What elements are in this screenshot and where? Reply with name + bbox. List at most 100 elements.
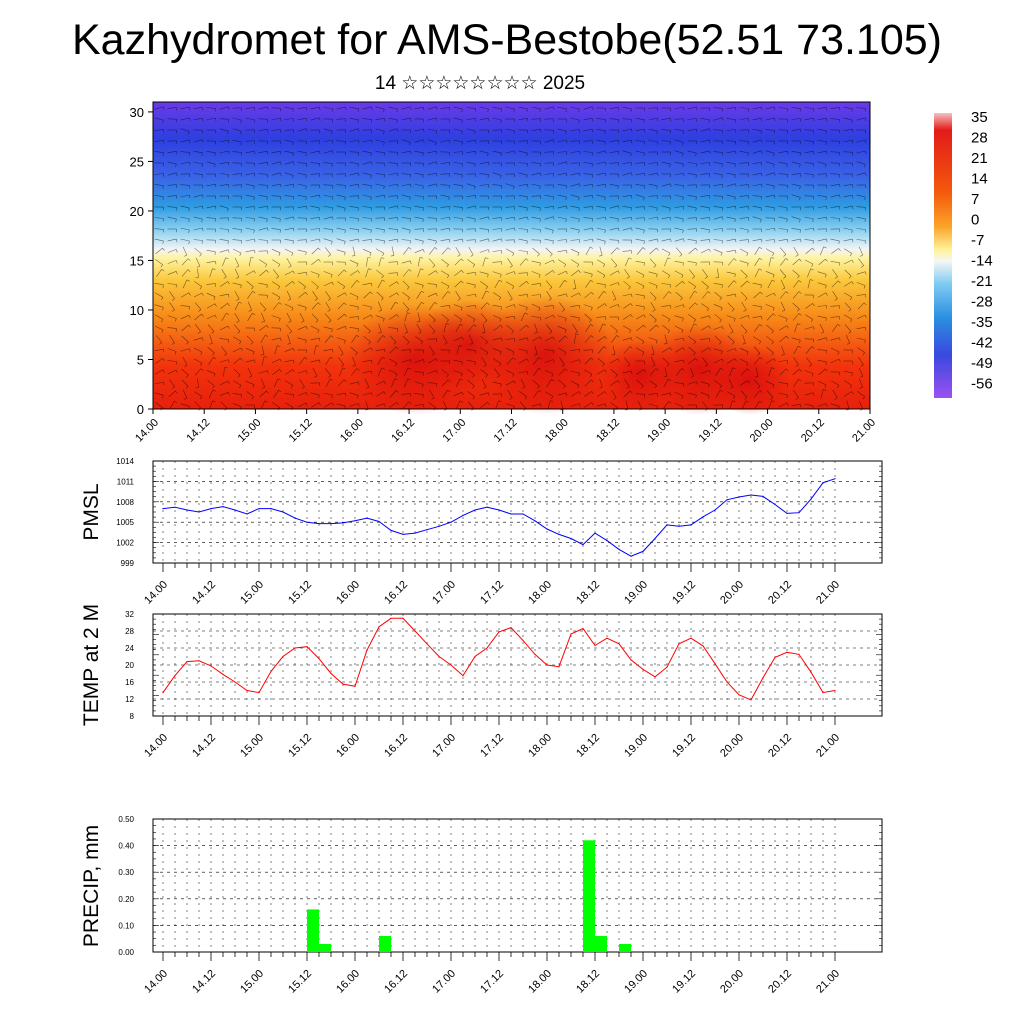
wind-barb-flag (378, 309, 382, 312)
wind-barb (676, 368, 682, 376)
wind-barb (857, 391, 865, 397)
wind-barb (675, 347, 683, 353)
wind-barb-flag (488, 162, 490, 166)
data-point (330, 672, 332, 675)
x-tick-label: 14.00 (142, 732, 170, 760)
wind-barb (167, 327, 177, 329)
wind-barb (767, 279, 773, 289)
wind-barb (453, 151, 463, 153)
wind-barb-flag (449, 162, 451, 166)
wind-barb (388, 228, 398, 230)
wind-barb (427, 106, 437, 110)
wind-barb-flag (579, 359, 581, 363)
wind-barb (700, 162, 710, 164)
wind-barb (830, 403, 840, 407)
colorbar-label: 21 (971, 150, 988, 167)
wind-barb-flag (771, 352, 774, 356)
wind-barb (297, 107, 307, 109)
wind-barb (167, 184, 177, 186)
wind-barb (337, 379, 345, 387)
x-tick-label: 14.00 (133, 417, 161, 445)
wind-barb (557, 315, 567, 319)
wind-barb (193, 239, 203, 241)
wind-barb (167, 360, 177, 362)
wind-barb-flag (461, 141, 463, 145)
wind-barb-flag (254, 250, 256, 254)
wind-barb (544, 359, 554, 363)
wind-barb-flag (825, 317, 827, 321)
wind-barb-flag (656, 274, 658, 278)
wind-barb (323, 195, 333, 197)
wind-barb (662, 325, 670, 331)
wind-barb (584, 335, 592, 343)
wind-barb (856, 314, 866, 320)
wind-barb (453, 370, 463, 374)
wind-barb-flag (604, 391, 607, 395)
wind-barb-flag (540, 283, 542, 287)
wind-barb (297, 304, 307, 308)
wind-barb-flag (758, 341, 762, 345)
wind-barb (273, 390, 279, 398)
wind-barb-flag (396, 402, 399, 406)
wind-barb-flag (171, 298, 175, 301)
wind-barb (362, 161, 372, 165)
wind-barb-flag (617, 185, 619, 189)
wind-barb-flag (332, 150, 334, 154)
wind-barb-flag (407, 367, 411, 370)
wind-barb-flag (279, 369, 282, 373)
wind-barb (467, 391, 475, 397)
wind-barb-flag (200, 368, 204, 372)
wind-barb (193, 151, 203, 153)
wind-barb (336, 194, 346, 198)
wind-barb-flag (278, 389, 282, 393)
wind-barb-flag (498, 400, 502, 403)
wind-barb (531, 336, 541, 342)
wind-barb-flag (356, 296, 359, 300)
wind-barb (208, 357, 214, 365)
wind-barb (416, 323, 422, 333)
wind-barb (635, 140, 645, 142)
wind-barb-flag (719, 319, 722, 323)
wind-barb (466, 107, 476, 109)
wind-barb (167, 206, 177, 208)
wind-barb-flag (761, 150, 763, 154)
wind-barb (700, 338, 710, 340)
wind-barb (807, 279, 811, 289)
wind-barb (312, 291, 318, 299)
wind-barb-flag (668, 291, 672, 294)
wind-barb-flag (631, 128, 633, 133)
wind-barb-flag (418, 331, 422, 334)
wind-barb (583, 151, 593, 153)
wind-barb (323, 392, 333, 396)
wind-barb (531, 106, 541, 110)
wind-barb (570, 117, 580, 121)
wind-barb (674, 382, 684, 384)
wind-barb (793, 357, 799, 365)
x-tick-label: 16.00 (334, 579, 362, 607)
wind-barb-flag (383, 186, 385, 190)
wind-barb (284, 139, 294, 143)
wind-barb (454, 270, 462, 276)
wind-barb-flag (214, 303, 217, 307)
wind-barb (167, 260, 177, 264)
wind-barb (585, 324, 591, 332)
wind-barb-flag (786, 219, 788, 223)
wind-barb (401, 183, 411, 187)
wind-barb (194, 401, 202, 409)
wind-barb-flag (423, 139, 425, 143)
wind-barb (297, 239, 307, 241)
wind-barb-flag (643, 314, 646, 318)
wind-barb-flag (365, 386, 370, 389)
wind-barb-flag (627, 364, 630, 367)
colorbar-label: 7 (971, 191, 979, 208)
x-tick-label: 17.12 (478, 968, 506, 996)
wind-barb-flag (709, 195, 711, 199)
wind-barb (181, 269, 189, 277)
wind-barb-flag (761, 173, 763, 177)
wind-barb-flag (611, 354, 616, 356)
wind-barb-flag (670, 183, 672, 187)
wind-barb (453, 206, 463, 208)
wind-barb-flag (449, 216, 451, 221)
wind-barb (440, 227, 450, 231)
wind-barb-flag (248, 375, 253, 378)
